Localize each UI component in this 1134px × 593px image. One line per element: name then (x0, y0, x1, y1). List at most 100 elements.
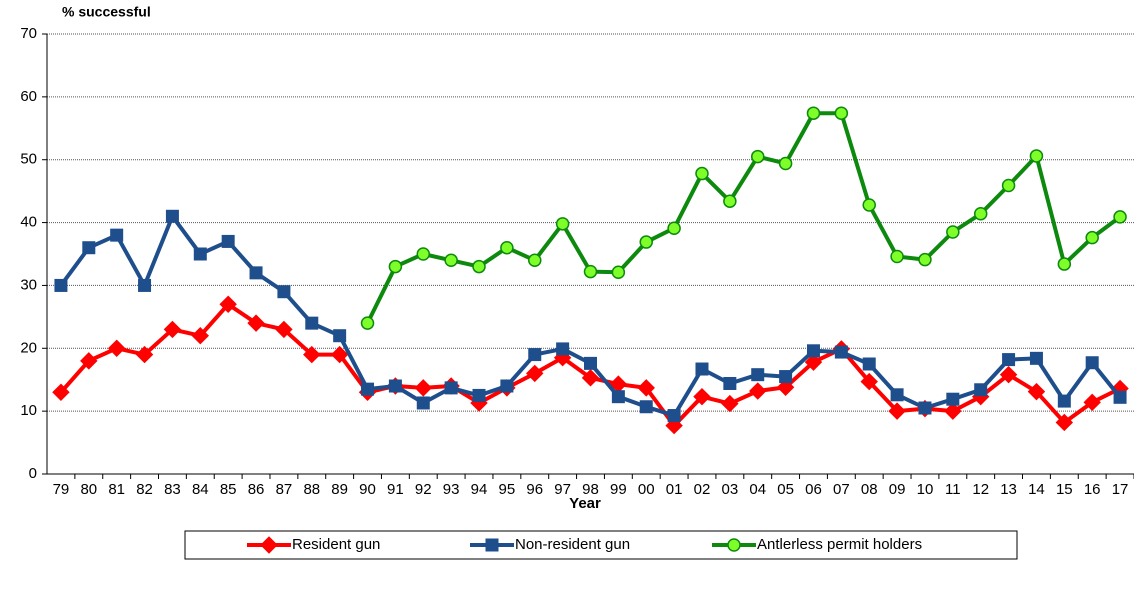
x-tick-label: 11 (945, 481, 961, 498)
point (1002, 353, 1016, 367)
point (944, 402, 962, 420)
x-tick-label: 17 (1112, 481, 1129, 498)
point (528, 348, 542, 362)
point (80, 352, 98, 370)
point (637, 379, 655, 397)
point (862, 198, 876, 212)
point (330, 345, 349, 364)
point (776, 378, 795, 396)
y-tick-label: 0 (29, 465, 37, 482)
point (528, 253, 542, 268)
point (556, 342, 570, 356)
y-tick-label: 40 (20, 214, 37, 231)
x-tick-label: 98 (582, 481, 599, 498)
x-tick-label: 09 (889, 481, 906, 498)
x-tick-label: 92 (415, 481, 432, 498)
point (472, 259, 486, 274)
point (1113, 390, 1127, 404)
point (1085, 230, 1099, 245)
point (305, 316, 319, 330)
point (804, 353, 823, 371)
point (611, 265, 626, 279)
point (500, 379, 514, 393)
series-line (365, 111, 1122, 325)
point (138, 278, 152, 292)
point (107, 339, 126, 357)
point (249, 266, 263, 280)
point (583, 264, 598, 279)
point (1085, 356, 1099, 370)
point (695, 166, 709, 181)
x-tick-label: 81 (108, 481, 125, 498)
point (723, 194, 737, 208)
legend-label: Antlerless permit holders (757, 536, 922, 553)
point (639, 235, 653, 249)
point (444, 253, 458, 268)
x-tick-label: 91 (387, 481, 404, 498)
x-tick-label: 95 (499, 481, 516, 498)
point (890, 249, 904, 264)
point (860, 372, 878, 391)
legend-marker (260, 536, 278, 554)
x-tick-label: 06 (805, 481, 822, 498)
x-tick-label: 02 (694, 481, 711, 498)
point (1029, 149, 1044, 163)
point (695, 362, 709, 376)
point (360, 316, 375, 330)
point (611, 390, 625, 404)
x-tick-label: 14 (1028, 481, 1045, 498)
point (333, 329, 347, 343)
x-tick-label: 87 (276, 481, 293, 498)
point (388, 259, 403, 274)
x-tick-label: 97 (554, 481, 571, 498)
point (806, 106, 821, 120)
point (219, 295, 237, 313)
point (778, 156, 793, 171)
point (974, 383, 988, 397)
x-tick-label: 01 (666, 481, 683, 498)
x-tick-label: 08 (861, 481, 878, 498)
y-tick-label: 30 (20, 276, 37, 293)
point (247, 314, 265, 332)
x-tick-label: 79 (53, 481, 70, 498)
point (779, 370, 793, 384)
point (54, 278, 68, 292)
point (416, 396, 430, 410)
point (472, 388, 486, 402)
point (135, 345, 154, 364)
point (416, 247, 431, 261)
point (721, 394, 739, 413)
point (750, 149, 765, 164)
legend-marker (485, 538, 499, 552)
point (1029, 351, 1043, 365)
point (1083, 393, 1101, 412)
point (1057, 394, 1071, 408)
point (361, 382, 375, 396)
point (581, 369, 600, 387)
x-tick-label: 13 (1000, 481, 1017, 498)
x-tick-label: 03 (722, 481, 739, 498)
point (834, 106, 849, 120)
point (388, 379, 402, 393)
point (918, 401, 932, 415)
point (584, 356, 597, 370)
point (751, 368, 765, 382)
legend-label: Resident gun (292, 536, 380, 553)
point (918, 252, 932, 267)
x-tick-label: 84 (192, 481, 209, 498)
y-tick-label: 50 (20, 151, 37, 168)
x-tick-label: 96 (526, 481, 543, 498)
point (555, 217, 570, 231)
point (444, 381, 458, 395)
point (303, 345, 321, 364)
x-tick-label: 85 (220, 481, 237, 498)
point (526, 364, 544, 383)
legend-box (184, 530, 1018, 560)
point (221, 234, 235, 248)
point (693, 387, 711, 406)
point (946, 392, 960, 406)
x-tick-label: 12 (972, 481, 989, 498)
legend-marker (727, 538, 741, 552)
